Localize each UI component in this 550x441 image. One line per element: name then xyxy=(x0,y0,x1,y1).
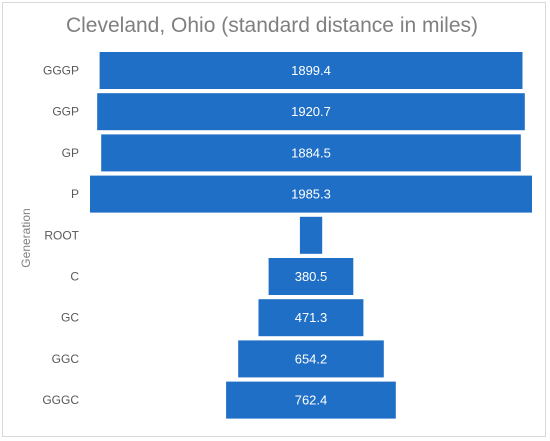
category-label-p: P xyxy=(71,187,79,201)
category-label-gggp: GGGP xyxy=(43,64,79,78)
category-label-c: C xyxy=(70,270,79,284)
data-label-ggc: 654.2 xyxy=(295,351,328,366)
data-label-c: 380.5 xyxy=(295,269,328,284)
bar-gp xyxy=(101,134,521,172)
data-label-p: 1985.3 xyxy=(291,187,331,202)
chart-title: Cleveland, Ohio (standard distance in mi… xyxy=(65,14,479,37)
bar-gc xyxy=(258,299,364,337)
category-label-ggc: GGC xyxy=(52,352,80,366)
bar-gggc xyxy=(226,381,396,419)
bar-gggp xyxy=(99,52,523,89)
data-label-gggp: 1899.4 xyxy=(291,63,331,78)
category-label-gggc: GGGC xyxy=(42,393,79,407)
category-label-root: ROOT xyxy=(44,228,79,242)
bar-p xyxy=(90,175,532,213)
data-label-gggc: 762.4 xyxy=(295,393,328,408)
category-label-ggp: GGP xyxy=(52,105,79,119)
bar-ggc xyxy=(238,340,384,378)
category-label-gc: GC xyxy=(61,311,79,325)
data-label-gp: 1884.5 xyxy=(291,145,331,160)
data-label-ggp: 1920.7 xyxy=(291,104,331,119)
bar-c xyxy=(268,258,354,295)
bar-root xyxy=(299,216,323,254)
bar-ggp xyxy=(97,93,525,131)
data-label-gc: 471.3 xyxy=(295,310,328,325)
category-label-gp: GP xyxy=(62,146,79,160)
